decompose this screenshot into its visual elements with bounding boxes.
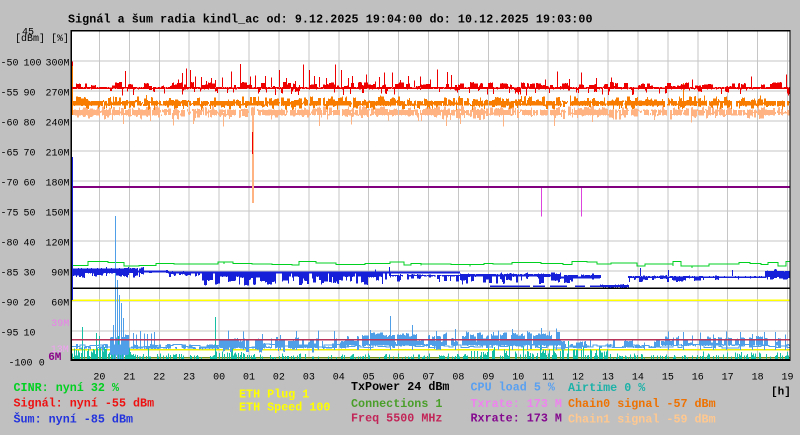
svg-text:Txrate: 173 M: Txrate: 173 M [471,397,562,411]
svg-text:-60: -60 [1,118,19,129]
svg-text:Šum: nyní -85 dBm: Šum: nyní -85 dBm [14,412,134,426]
svg-text:02: 02 [273,373,285,384]
svg-text:240M: 240M [46,118,70,129]
svg-text:12: 12 [572,373,584,384]
svg-text:90: 90 [24,88,36,99]
svg-text:00: 00 [213,373,225,384]
svg-text:-80: -80 [1,238,19,249]
svg-text:60: 60 [24,178,36,189]
svg-text:150M: 150M [46,208,70,219]
svg-text:08: 08 [452,373,464,384]
svg-text:Connections 1: Connections 1 [351,397,442,411]
svg-text:120M: 120M [46,238,70,249]
svg-text:-95: -95 [1,328,19,339]
svg-text:16: 16 [692,373,704,384]
svg-text:[dBm] [%]: [dBm] [%] [15,33,69,45]
svg-text:50: 50 [24,208,36,219]
svg-text:11: 11 [542,373,554,384]
svg-text:Rxrate: 173 M: Rxrate: 173 M [471,411,562,425]
svg-text:90M: 90M [51,268,69,279]
svg-text:270M: 270M [46,88,70,99]
svg-text:80: 80 [24,118,36,129]
svg-text:-55: -55 [1,88,19,99]
svg-text:180M: 180M [46,178,70,189]
svg-text:18: 18 [752,373,764,384]
svg-text:06: 06 [393,373,405,384]
svg-text:TxPower 24 dBm: TxPower 24 dBm [351,380,449,394]
svg-text:17: 17 [722,373,734,384]
svg-text:23: 23 [183,373,195,384]
svg-text:-75: -75 [1,208,19,219]
svg-text:30: 30 [24,268,36,279]
svg-text:40: 40 [24,238,36,249]
svg-text:14: 14 [632,373,644,384]
svg-text:Chain0 signal -57 dBm: Chain0 signal -57 dBm [568,397,716,411]
svg-text:10: 10 [512,373,524,384]
svg-text:20: 20 [24,298,36,309]
svg-text:-70: -70 [1,178,19,189]
svg-text:45: 45 [22,27,34,38]
svg-text:100: 100 [24,58,42,69]
svg-text:39M: 39M [51,319,69,330]
svg-text:-65: -65 [1,148,19,159]
svg-text:09: 09 [482,373,494,384]
svg-text:CPU load 5 %: CPU load 5 % [471,380,556,394]
svg-text:Airtime 0 %: Airtime 0 % [568,381,646,395]
svg-text:01: 01 [243,373,255,384]
svg-text:05: 05 [363,373,375,384]
svg-text:07: 07 [423,373,435,384]
svg-text:70: 70 [24,148,36,159]
svg-text:300M: 300M [46,58,70,69]
svg-text:6M: 6M [48,352,62,364]
svg-text:19: 19 [782,373,794,384]
svg-text:Chain1 signal -59 dBm: Chain1 signal -59 dBm [568,412,716,426]
svg-text:03: 03 [303,373,315,384]
svg-text:13: 13 [602,373,614,384]
svg-text:22: 22 [153,373,165,384]
svg-text:04: 04 [333,373,345,384]
svg-text:-85: -85 [1,268,19,279]
svg-text:10: 10 [24,328,36,339]
svg-text:[h]: [h] [771,387,791,399]
svg-text:0: 0 [39,359,45,370]
svg-text:ETH Speed 100: ETH Speed 100 [239,401,330,415]
svg-text:Freq 5500 MHz: Freq 5500 MHz [351,411,442,425]
svg-text:ETH Plug 1: ETH Plug 1 [239,387,309,401]
svg-text:-90: -90 [1,298,19,309]
svg-text:15: 15 [662,373,674,384]
svg-text:210M: 210M [46,148,70,159]
svg-text:-50: -50 [1,58,19,69]
svg-text:CINR: nyní 32 %: CINR: nyní 32 % [14,381,120,395]
svg-text:21: 21 [123,373,135,384]
svg-text:Signál: nyní -55 dBm: Signál: nyní -55 dBm [14,397,155,411]
svg-text:Signál a šum radia kindl_ac od: Signál a šum radia kindl_ac od: 9.12.202… [68,12,593,26]
svg-text:13M: 13M [51,345,69,356]
svg-text:-100: -100 [9,359,33,370]
svg-text:60M: 60M [51,298,69,309]
svg-text:20: 20 [93,373,105,384]
